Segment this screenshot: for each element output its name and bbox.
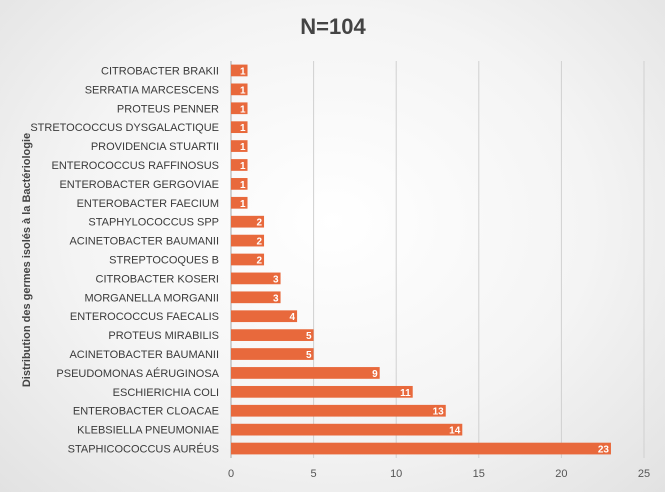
data-label: 2 (256, 218, 262, 229)
category-label: ACINETOBACTER BAUMANII (69, 349, 219, 361)
bar (231, 215, 265, 228)
data-label: 4 (290, 312, 296, 323)
bar (231, 385, 413, 398)
bar (231, 83, 248, 96)
bar (231, 423, 463, 436)
data-label: 1 (240, 142, 246, 153)
x-tick-labels: 0 5 10 15 20 25 (228, 468, 650, 480)
x-tick-label: 25 (638, 468, 650, 480)
bar (231, 140, 248, 152)
category-label: STREPTOCOQUES B (109, 255, 219, 267)
x-tick-label: 20 (555, 468, 567, 480)
x-tick-label: 15 (473, 468, 485, 480)
category-label: PROTEUS MIRABILIS (108, 330, 219, 342)
x-tick-label: 5 (311, 468, 317, 480)
data-label: 1 (240, 123, 246, 134)
category-label: STAPHICOCOCCUS AURÉUS (68, 443, 219, 456)
data-label: 13 (433, 407, 445, 418)
category-label: ESCHIERICHIA COLI (113, 387, 219, 399)
category-label: ACINETOBACTER BAUMANII (69, 236, 219, 248)
data-label: 1 (240, 161, 246, 172)
bar (231, 272, 281, 285)
bar (231, 310, 298, 323)
data-label: 2 (256, 237, 262, 248)
category-label: CITROBACTER KOSERI (96, 273, 219, 285)
bar (231, 253, 265, 266)
data-label: 9 (372, 369, 378, 380)
bar (231, 159, 248, 171)
category-label: STRETOCOCCUS DYSGALACTIQUE (30, 122, 219, 134)
data-label: 2 (256, 256, 262, 267)
bar (231, 196, 248, 209)
x-tick-label: 10 (390, 468, 402, 480)
category-label: SERRATIA MARCESCENS (85, 84, 219, 96)
bar (231, 348, 314, 360)
data-label: 14 (449, 426, 461, 437)
category-label: ENTEROBACTER CLOACAE (73, 406, 219, 418)
bars (231, 64, 611, 455)
bar (231, 234, 265, 247)
category-label: ENTEROBACTER GERGOVIAE (59, 179, 219, 191)
data-label: 5 (306, 331, 312, 342)
data-label: 23 (598, 445, 610, 456)
bar (231, 121, 248, 134)
category-label: KLEBSIELLA PNEUMONIAE (77, 425, 219, 437)
data-label: 1 (240, 85, 246, 96)
data-label: 1 (240, 66, 246, 77)
data-label: 1 (240, 199, 246, 210)
x-tick-label: 0 (228, 468, 234, 480)
bar (231, 291, 281, 304)
category-label: STAPHYLOCOCCUS SPP (88, 217, 219, 229)
category-label: PSEUDOMONAS AÉRUGINOSA (56, 367, 219, 380)
bar (231, 178, 248, 190)
category-label: PROVIDENCIA STUARTII (91, 141, 219, 153)
category-label: PROTEUS PENNER (117, 103, 219, 115)
bar (231, 329, 314, 341)
category-labels: CITROBACTER BRAKII SERRATIA MARCESCENS PRO… (30, 65, 219, 455)
category-label: ENTEROCOCCUS RAFFINOSUS (52, 160, 219, 172)
data-label: 5 (306, 350, 312, 361)
category-label: ENTEROCOCCUS FAECALIS (70, 311, 219, 323)
category-label: CITROBACTER BRAKII (101, 65, 219, 77)
bar (231, 64, 248, 77)
y-axis-label: Distribution des germes isolés à la Bact… (21, 133, 33, 387)
data-label: 3 (273, 293, 279, 304)
category-label: ENTEROBACTER FAECIUM (77, 198, 219, 210)
gridlines (230, 61, 645, 458)
data-label: 1 (240, 104, 246, 115)
chart-title: N=104 (300, 14, 366, 39)
bar (231, 442, 611, 455)
data-label: 11 (400, 388, 411, 399)
category-label: MORGANELLA MORGANII (85, 292, 219, 304)
data-label: 3 (273, 274, 279, 285)
bar (231, 102, 248, 115)
bar (231, 367, 380, 379)
data-label: 1 (240, 180, 246, 191)
bar (231, 404, 446, 417)
